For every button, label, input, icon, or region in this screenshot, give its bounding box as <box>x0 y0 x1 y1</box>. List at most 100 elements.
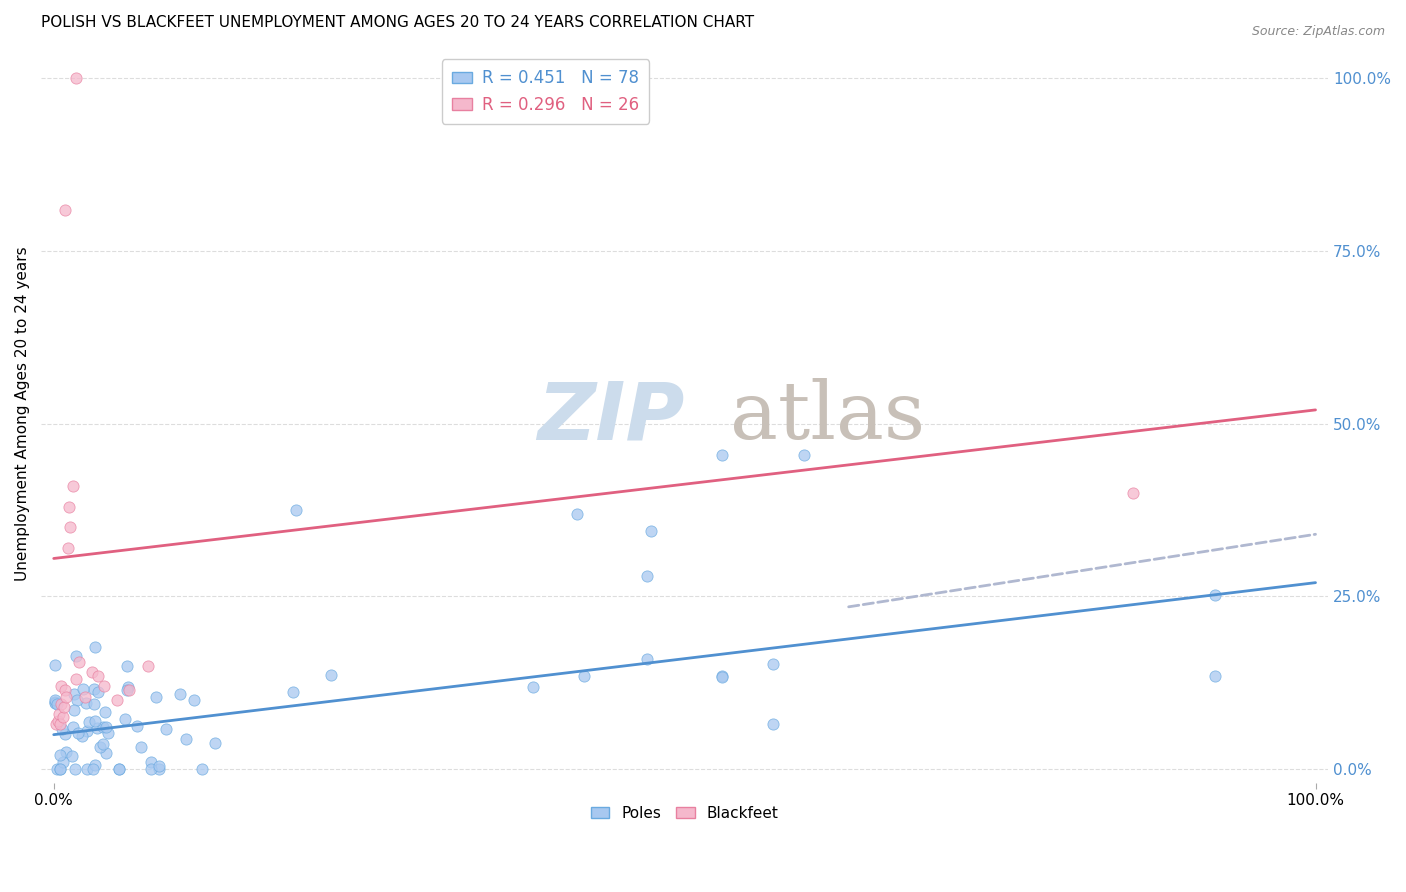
Point <box>62 479 84 493</box>
Point <box>63 762 86 776</box>
Point <box>62 703 84 717</box>
Point <box>53 727 76 741</box>
Point <box>125 719 148 733</box>
Point <box>83 697 105 711</box>
Point <box>94 720 117 734</box>
Point <box>155 722 177 736</box>
Point <box>640 524 662 538</box>
Point <box>129 739 152 754</box>
Point <box>522 681 544 695</box>
Point <box>59 520 82 534</box>
Point <box>94 746 117 760</box>
Point <box>60 749 83 764</box>
Point <box>87 669 110 683</box>
Point <box>572 669 595 683</box>
Point <box>48 706 70 721</box>
Point <box>283 685 305 699</box>
Point <box>636 652 658 666</box>
Point <box>65 71 87 86</box>
Point <box>45 717 67 731</box>
Point <box>48 762 70 776</box>
Point <box>49 748 72 763</box>
Text: Source: ZipAtlas.com: Source: ZipAtlas.com <box>1251 25 1385 38</box>
Point <box>174 731 197 746</box>
Point <box>1122 485 1144 500</box>
Point <box>89 740 111 755</box>
Point <box>285 503 308 517</box>
Point <box>762 657 785 671</box>
Point <box>1204 669 1226 683</box>
Point <box>107 762 129 776</box>
Point <box>72 682 94 697</box>
Point <box>84 757 107 772</box>
Point <box>48 762 70 776</box>
Point <box>53 202 76 217</box>
Point <box>83 681 105 696</box>
Point <box>80 665 103 680</box>
Point <box>55 745 77 759</box>
Point <box>567 507 589 521</box>
Point <box>46 714 69 728</box>
Point <box>56 541 79 555</box>
Point <box>44 658 66 673</box>
Point <box>138 658 160 673</box>
Point <box>793 448 815 462</box>
Point <box>49 717 72 731</box>
Point <box>169 687 191 701</box>
Point <box>148 762 170 776</box>
Point <box>96 725 118 739</box>
Point <box>148 759 170 773</box>
Point <box>145 690 167 704</box>
Point <box>183 693 205 707</box>
Point <box>72 729 94 743</box>
Point <box>83 640 105 655</box>
Point <box>66 692 89 706</box>
Point <box>55 690 77 704</box>
Point <box>762 717 785 731</box>
Point <box>93 679 115 693</box>
Point <box>117 681 139 695</box>
Point <box>44 695 66 709</box>
Point <box>51 679 73 693</box>
Point <box>711 448 734 462</box>
Point <box>76 724 98 739</box>
Point <box>51 697 73 711</box>
Point <box>58 500 80 514</box>
Point <box>75 690 97 704</box>
Point <box>52 700 75 714</box>
Point <box>65 648 87 663</box>
Point <box>114 712 136 726</box>
Point <box>65 673 87 687</box>
Point <box>118 682 141 697</box>
Point <box>711 669 734 683</box>
Point <box>204 736 226 750</box>
Y-axis label: Unemployment Among Ages 20 to 24 years: Unemployment Among Ages 20 to 24 years <box>15 246 30 581</box>
Point <box>67 655 90 669</box>
Point <box>93 705 115 719</box>
Point <box>1204 589 1226 603</box>
Point <box>46 762 69 776</box>
Point <box>75 696 97 710</box>
Point <box>53 682 76 697</box>
Point <box>141 762 163 776</box>
Point <box>87 685 110 699</box>
Point <box>91 737 114 751</box>
Point <box>79 714 101 729</box>
Point <box>139 755 162 769</box>
Point <box>51 723 73 737</box>
Point <box>82 762 104 776</box>
Legend: Poles, Blackfeet: Poles, Blackfeet <box>585 800 785 827</box>
Point <box>711 670 734 684</box>
Point <box>107 762 129 776</box>
Text: atlas: atlas <box>730 378 925 456</box>
Point <box>117 683 139 698</box>
Point <box>52 755 75 769</box>
Text: POLISH VS BLACKFEET UNEMPLOYMENT AMONG AGES 20 TO 24 YEARS CORRELATION CHART: POLISH VS BLACKFEET UNEMPLOYMENT AMONG A… <box>41 15 754 30</box>
Point <box>105 693 128 707</box>
Point <box>91 720 114 734</box>
Point <box>62 687 84 701</box>
Point <box>191 762 214 776</box>
Point <box>51 710 73 724</box>
Point <box>115 658 138 673</box>
Point <box>62 719 84 733</box>
